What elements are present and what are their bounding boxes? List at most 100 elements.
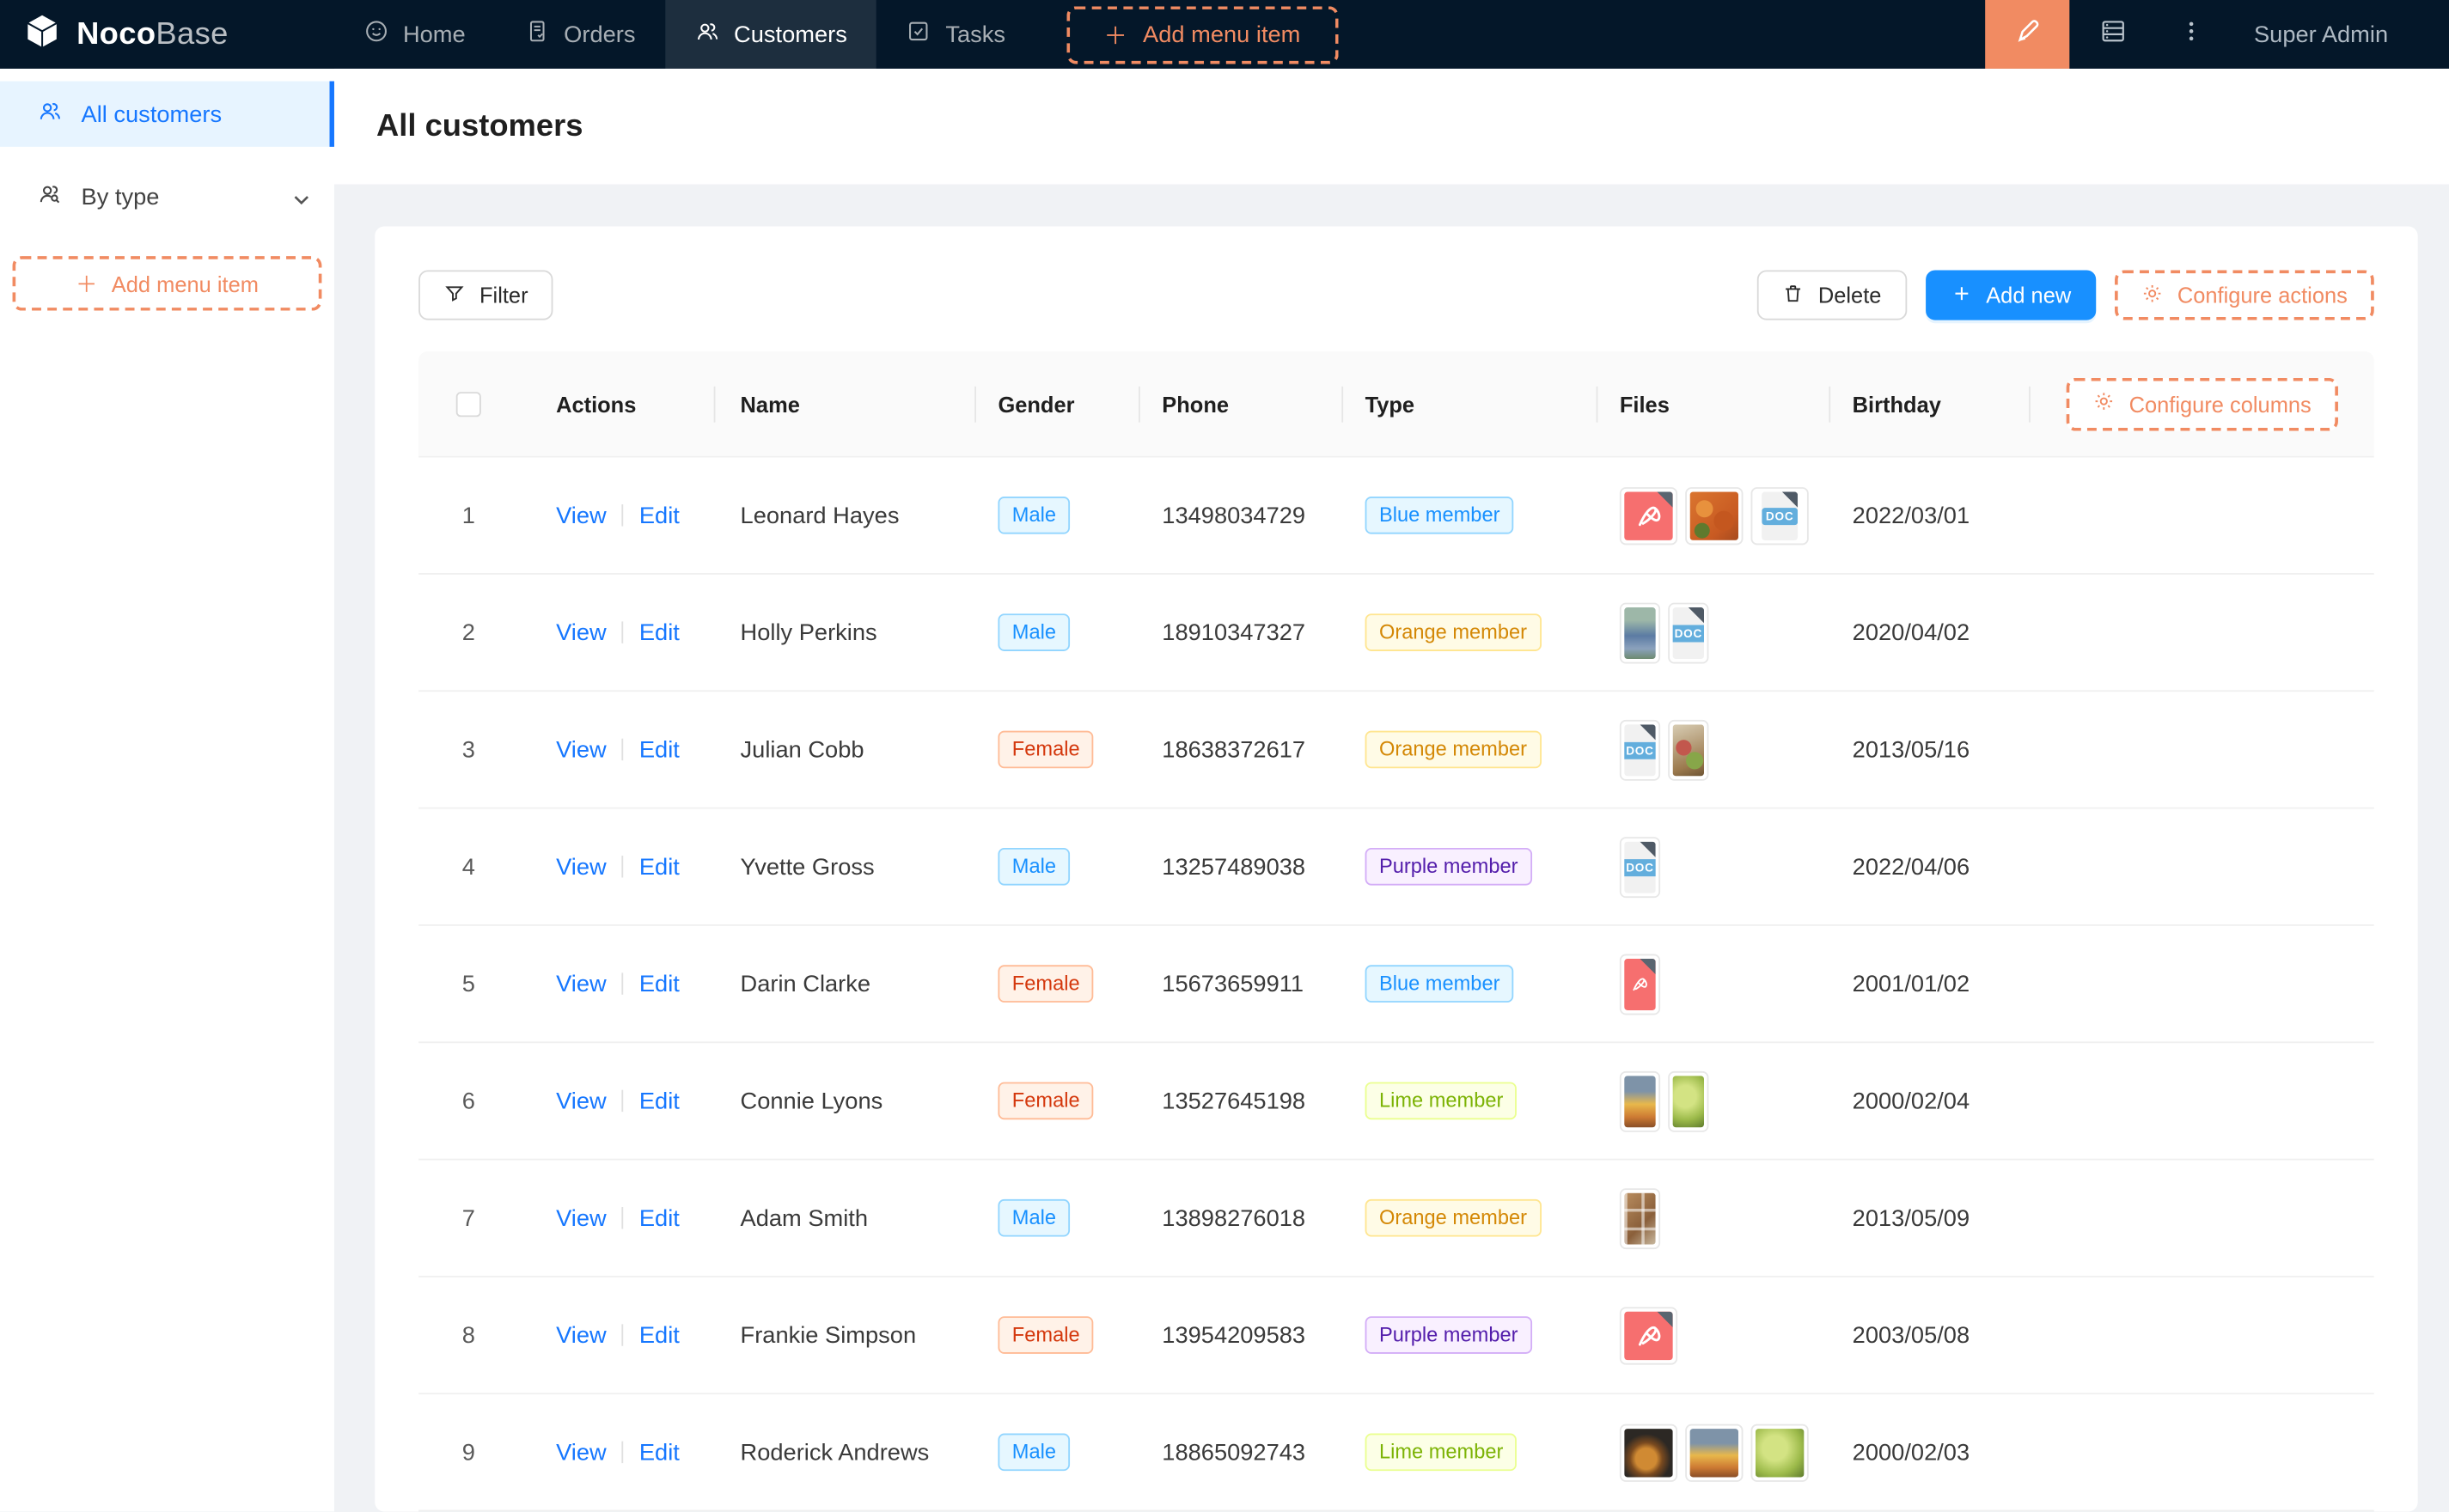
view-link[interactable]: View (556, 619, 607, 646)
pdf-icon (1624, 1310, 1673, 1360)
member-type-badge: Orange member (1365, 1198, 1542, 1237)
row-index: 9 (461, 1438, 475, 1466)
nav-item-customers[interactable]: Customers (665, 0, 877, 69)
view-link[interactable]: View (556, 853, 607, 881)
view-link[interactable]: View (556, 970, 607, 997)
row-actions: View Edit (518, 1088, 715, 1114)
add-new-button[interactable]: Add new (1925, 270, 2097, 320)
sidebar-add-menu-item-button[interactable]: ＋ Add menu item (12, 256, 322, 311)
file-thumbnail-photo[interactable] (1668, 1070, 1709, 1131)
page-title: All customers (376, 108, 583, 143)
nocobase-logo[interactable]: NocoBase (0, 0, 334, 69)
view-link[interactable]: View (556, 1321, 607, 1349)
file-thumbnail-photo[interactable] (1619, 1187, 1661, 1249)
edit-link[interactable]: Edit (638, 1438, 680, 1466)
sidebar-item-all-customers[interactable]: All customers (0, 81, 334, 147)
view-link[interactable]: View (556, 1087, 607, 1114)
row-actions: View Edit (518, 853, 715, 880)
gender-badge: Female (998, 965, 1094, 1003)
configure-actions-button[interactable]: Configure actions (2115, 270, 2374, 320)
nav-item-orders[interactable]: Orders (495, 0, 665, 69)
sidebar-item-label: All customers (81, 101, 223, 128)
column-header-phone: Phone (1140, 351, 1343, 456)
member-type-badge: Purple member (1365, 1316, 1532, 1354)
file-thumbnail-doc[interactable]: DOC (1619, 836, 1661, 898)
edit-link[interactable]: Edit (638, 619, 680, 646)
edit-link[interactable]: Edit (638, 970, 680, 997)
link-divider (621, 1089, 624, 1113)
table-header-row: Actions Name Gender Phone Type Files Bir… (418, 351, 2374, 458)
column-header-birthday: Birthday (1830, 351, 2031, 456)
nav-item-home[interactable]: Home (334, 0, 495, 69)
file-thumbnail-doc[interactable]: DOC (1668, 601, 1709, 663)
add-new-label: Add new (1986, 282, 2072, 308)
file-thumbnail-photo[interactable] (1619, 1070, 1661, 1131)
file-thumbnail-pdf[interactable] (1619, 1306, 1678, 1364)
current-user[interactable]: Super Admin (2253, 21, 2389, 48)
edit-link[interactable]: Edit (638, 1321, 680, 1349)
top-navbar: NocoBase Home Orders Customers (0, 0, 2449, 69)
customer-birthday: 2003/05/08 (1852, 1321, 1970, 1349)
delete-button[interactable]: Delete (1756, 270, 1907, 320)
file-thumbnail-photo[interactable] (1750, 1423, 1809, 1481)
table-row: 9 View Edit Roderick Andrews Male 188650… (418, 1394, 2374, 1512)
view-link[interactable]: View (556, 1438, 607, 1466)
edit-link[interactable]: Edit (638, 853, 680, 881)
files-cell: DOC (1597, 601, 1830, 663)
link-divider (621, 856, 624, 878)
edit-link[interactable]: Edit (638, 1087, 680, 1114)
photo-preview (1624, 1075, 1656, 1127)
row-index: 7 (461, 1204, 475, 1232)
file-thumbnail-photo[interactable] (1619, 601, 1661, 663)
table-row: 3 View Edit Julian Cobb Female 186383726… (418, 692, 2374, 809)
photo-preview (1689, 1428, 1738, 1477)
link-divider (621, 738, 624, 761)
nav-item-tasks[interactable]: Tasks (876, 0, 1035, 69)
edit-link[interactable]: Edit (638, 502, 680, 529)
more-options-button[interactable] (2157, 0, 2226, 69)
edit-link[interactable]: Edit (638, 735, 680, 763)
add-menu-item-label: Add menu item (1143, 21, 1301, 48)
file-thumbnail-photo[interactable] (1619, 1423, 1678, 1481)
edit-link[interactable]: Edit (638, 1204, 680, 1232)
configure-columns-button[interactable]: Configure columns (2066, 376, 2338, 430)
view-link[interactable]: View (556, 1204, 607, 1232)
table-card: Filter Delete (375, 226, 2418, 1512)
collections-button[interactable] (2070, 0, 2158, 69)
customer-birthday: 2013/05/09 (1852, 1204, 1970, 1232)
file-thumbnail-pdf[interactable] (1619, 953, 1661, 1015)
row-actions: View Edit (518, 1204, 715, 1231)
row-index: 2 (461, 619, 475, 646)
file-thumbnail-doc[interactable]: DOC (1750, 486, 1809, 545)
row-actions: View Edit (518, 502, 715, 528)
navbar-add-menu-item-button[interactable]: ＋ Add menu item (1066, 5, 1339, 64)
gender-badge: Male (998, 1198, 1071, 1237)
customer-name: Julian Cobb (740, 735, 864, 763)
link-divider (621, 1207, 624, 1229)
customer-birthday: 2022/04/06 (1852, 853, 1970, 881)
filter-button[interactable]: Filter (418, 270, 553, 320)
file-thumbnail-photo[interactable] (1668, 719, 1709, 780)
customer-phone: 15673659911 (1162, 970, 1304, 997)
file-thumbnail-photo[interactable] (1685, 486, 1744, 545)
link-divider (621, 1324, 624, 1346)
configure-actions-label: Configure actions (2177, 282, 2348, 308)
view-link[interactable]: View (556, 735, 607, 763)
file-thumbnail-photo[interactable] (1685, 1423, 1744, 1481)
select-all-checkbox[interactable] (455, 391, 481, 417)
customer-phone: 13257489038 (1162, 853, 1306, 881)
customers-table: Actions Name Gender Phone Type Files Bir… (418, 351, 2374, 1512)
customer-phone: 13898276018 (1162, 1204, 1306, 1232)
photo-preview (1624, 607, 1656, 659)
nav-item-label: Customers (734, 21, 847, 48)
sidebar-item-by-type[interactable]: By type (0, 164, 334, 229)
file-thumbnail-pdf[interactable] (1619, 486, 1678, 545)
file-thumbnail-doc[interactable]: DOC (1619, 719, 1661, 780)
customer-birthday: 2001/01/02 (1852, 970, 1970, 997)
gear-icon (2093, 390, 2115, 417)
logo-text: NocoBase (76, 16, 229, 52)
ui-editor-button[interactable] (1985, 0, 2070, 69)
view-link[interactable]: View (556, 502, 607, 529)
people-icon (38, 99, 63, 130)
row-index: 3 (461, 735, 475, 763)
